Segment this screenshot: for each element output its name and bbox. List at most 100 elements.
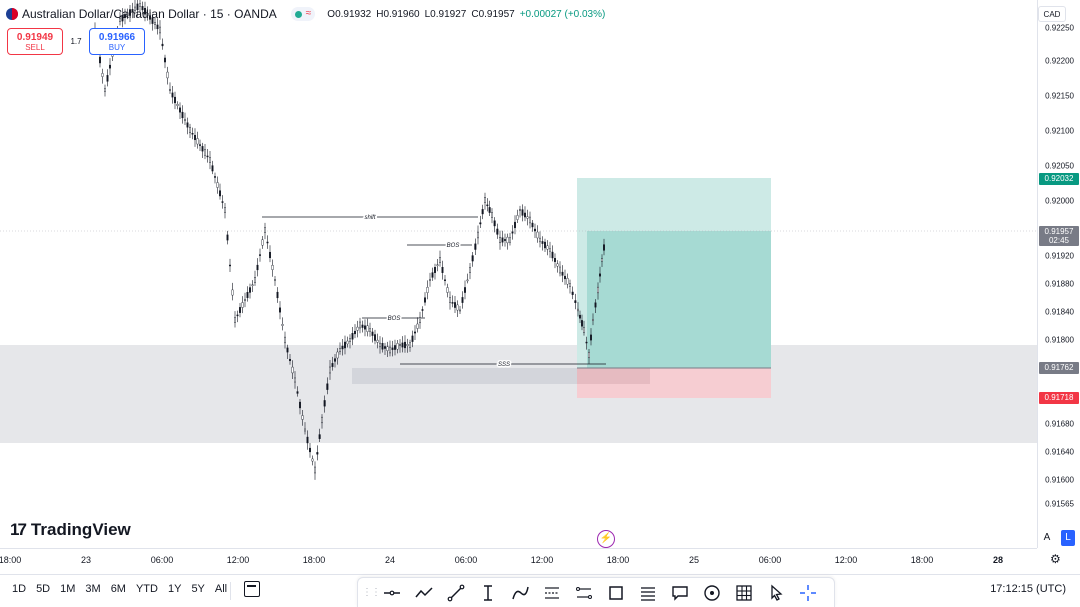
range-ytd-button[interactable]: YTD <box>135 583 158 595</box>
symbol-title[interactable]: Australian Dollar/Canadian Dollar · 15 ·… <box>22 7 277 21</box>
range-1d-button[interactable]: 1D <box>12 583 27 595</box>
candle-body <box>434 267 437 273</box>
chart-area[interactable]: shift BOS BOS SSS <box>0 0 1037 548</box>
fib-lines-icon[interactable] <box>632 579 664 607</box>
candle-body <box>496 228 499 235</box>
candle-body <box>231 289 234 296</box>
range-1m-button[interactable]: 1M <box>60 583 76 595</box>
candle-body <box>516 215 519 220</box>
price-tick: 0.92250 <box>1045 23 1074 33</box>
path-icon[interactable] <box>536 579 568 607</box>
liquidity-box[interactable] <box>352 368 650 384</box>
candle-body <box>153 22 156 25</box>
grip-icon[interactable]: ⋮⋮ <box>362 587 381 598</box>
high-label: H <box>376 8 384 20</box>
time-tick: 25 <box>688 555 700 565</box>
log-scale-button[interactable]: L <box>1061 530 1075 546</box>
change-value: +0.00027 (+0.03%) <box>519 8 606 20</box>
price-tick: 0.92200 <box>1045 56 1074 66</box>
candle-body <box>148 15 151 20</box>
candle-body <box>301 415 304 420</box>
candle-body <box>524 212 527 218</box>
time-axis[interactable]: 18:00 23 06:00 12:00 18:00 24 06:00 12:0… <box>0 548 1037 572</box>
range-5d-button[interactable]: 5D <box>36 583 51 595</box>
curve-icon[interactable] <box>504 579 536 607</box>
candle-body <box>318 434 321 439</box>
range-3m-button[interactable]: 3M <box>85 583 101 595</box>
callout-icon[interactable] <box>664 579 696 607</box>
utc-clock[interactable]: 17:12:15 (UTC) <box>990 583 1066 595</box>
candle-body <box>374 334 377 341</box>
time-tick: 28 <box>992 555 1004 565</box>
candle-body <box>101 73 104 77</box>
candle-body <box>251 284 254 286</box>
candle-body <box>121 14 124 22</box>
chart-canvas[interactable]: shift BOS BOS SSS <box>0 0 1037 548</box>
ruler-range-icon[interactable] <box>568 579 600 607</box>
pointer-icon[interactable] <box>760 579 792 607</box>
candle-body <box>585 341 588 344</box>
candle-body <box>166 71 169 79</box>
currency-button[interactable]: CAD <box>1038 6 1066 22</box>
range-all-button[interactable]: All <box>214 583 228 595</box>
price-tick: 0.92050 <box>1045 161 1074 171</box>
candle-body <box>574 300 577 303</box>
horizontal-line-icon[interactable] <box>376 579 408 607</box>
candle-body <box>356 326 359 331</box>
logo-text: TradingView <box>30 520 131 539</box>
candle-body <box>564 275 567 280</box>
candle-body <box>431 272 434 278</box>
bar-countdown: 02:45 <box>1048 236 1070 245</box>
circle-target-icon[interactable] <box>696 579 728 607</box>
candle-body <box>108 64 111 69</box>
candle-body <box>477 231 480 239</box>
candle-body <box>486 204 489 207</box>
candle-body <box>549 248 552 252</box>
candle-body <box>541 241 544 244</box>
market-status[interactable]: ≈ <box>290 7 316 21</box>
candle-body <box>551 251 554 259</box>
grid-icon[interactable] <box>728 579 760 607</box>
flash-bolt-icon[interactable]: ⚡ <box>597 530 615 548</box>
trend-angle-icon[interactable] <box>408 579 440 607</box>
candle-body <box>346 340 349 345</box>
crosshair-icon[interactable] <box>792 579 824 607</box>
candle-body <box>588 351 591 359</box>
tradingview-logo[interactable]: 17 TradingView <box>10 520 131 540</box>
high-value: 0.91960 <box>383 8 420 20</box>
price-tick: 0.91920 <box>1045 251 1074 261</box>
auto-scale-button[interactable]: A <box>1043 532 1051 543</box>
profit-zone-filled[interactable] <box>587 231 771 368</box>
candle-body <box>309 447 312 453</box>
candle-body <box>444 279 447 281</box>
candle-body <box>411 335 414 342</box>
demand-zone[interactable] <box>0 345 1037 443</box>
shift-label: shift <box>364 215 375 221</box>
candle-body <box>406 344 409 346</box>
candle-body <box>243 299 246 301</box>
range-6m-button[interactable]: 6M <box>110 583 126 595</box>
candle-body <box>416 323 419 329</box>
gear-icon[interactable]: ⚙ <box>1050 552 1061 566</box>
toolbar-divider <box>230 582 231 600</box>
candle-body <box>206 155 209 158</box>
candle-body <box>459 309 462 312</box>
candle-body <box>391 347 394 350</box>
sell-button[interactable]: 0.91949 SELL <box>7 28 63 55</box>
candle-body <box>526 216 529 219</box>
rectangle-icon[interactable] <box>600 579 632 607</box>
range-5y-button[interactable]: 5Y <box>191 583 205 595</box>
price-axis[interactable]: 0.92250 0.92200 0.92150 0.92100 0.92050 … <box>1037 0 1080 548</box>
candle-body <box>399 343 402 347</box>
candle-body <box>228 264 231 267</box>
trend-line-icon[interactable] <box>440 579 472 607</box>
price-tick: 0.92000 <box>1045 196 1074 206</box>
text-cursor-icon[interactable] <box>472 579 504 607</box>
candle-body <box>509 237 512 243</box>
range-1y-button[interactable]: 1Y <box>167 583 182 595</box>
calendar-range-icon[interactable] <box>244 581 260 597</box>
buy-button[interactable]: 0.91966 BUY <box>89 28 145 55</box>
candle-body <box>259 254 262 256</box>
candle-body <box>341 345 344 350</box>
candle-body <box>131 9 134 13</box>
